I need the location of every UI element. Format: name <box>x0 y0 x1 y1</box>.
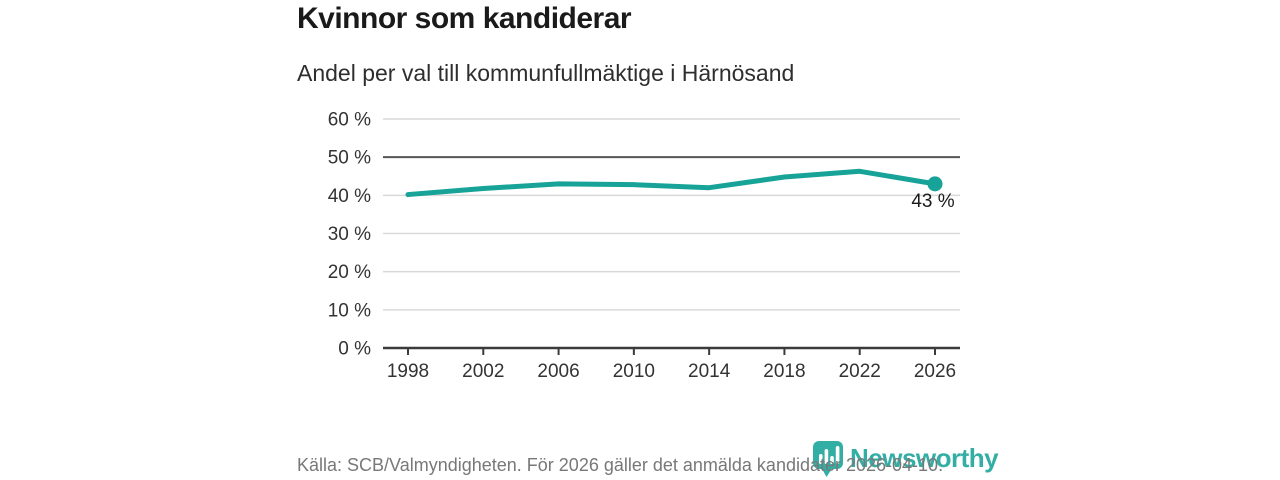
x-tick-label: 2002 <box>462 361 504 382</box>
y-tick-label: 30 % <box>328 224 371 245</box>
y-tick-label: 10 % <box>328 300 371 321</box>
x-tick-label: 2022 <box>839 361 881 382</box>
line-chart: 0 % 10 % 20 % 30 % 40 % 50 % 60 % 1998 2002 2006 2… <box>320 105 980 405</box>
newsworthy-logo-icon <box>813 441 843 477</box>
y-tick-label: 0 % <box>338 339 371 360</box>
end-point-value-label: 43 % <box>911 191 954 212</box>
x-tick-label: 1998 <box>387 361 429 382</box>
y-tick-label: 60 % <box>328 110 371 131</box>
chart-subtitle: Andel per val till kommunfullmäktige i H… <box>297 60 795 86</box>
x-tick-label: 2018 <box>763 361 805 382</box>
chart-footer: Newsworthy Källa: SCB/Valmyndigheten. Fö… <box>0 438 1280 480</box>
series-line <box>405 168 938 198</box>
chart-title: Kvinnor som kandiderar <box>297 2 632 35</box>
x-tick-label: 2026 <box>914 361 956 382</box>
line-chart-svg: 0 % 10 % 20 % 30 % 40 % 50 % 60 % 1998 2002 2006 2… <box>328 110 960 382</box>
end-point-marker <box>927 176 943 192</box>
x-tick-label: 2014 <box>688 361 731 382</box>
x-tick-label: 2006 <box>537 361 579 382</box>
y-tick-label: 50 % <box>328 148 371 169</box>
source-note: Källa: SCB/Valmyndigheten. För 2026 gäll… <box>297 455 944 475</box>
y-tick-label: 40 % <box>328 186 371 207</box>
x-tick-label: 2010 <box>613 361 655 382</box>
newsworthy-logo[interactable]: Newsworthy <box>812 440 999 478</box>
y-tick-label: 20 % <box>328 262 371 283</box>
newsworthy-wordmark: Newsworthy <box>850 443 999 473</box>
